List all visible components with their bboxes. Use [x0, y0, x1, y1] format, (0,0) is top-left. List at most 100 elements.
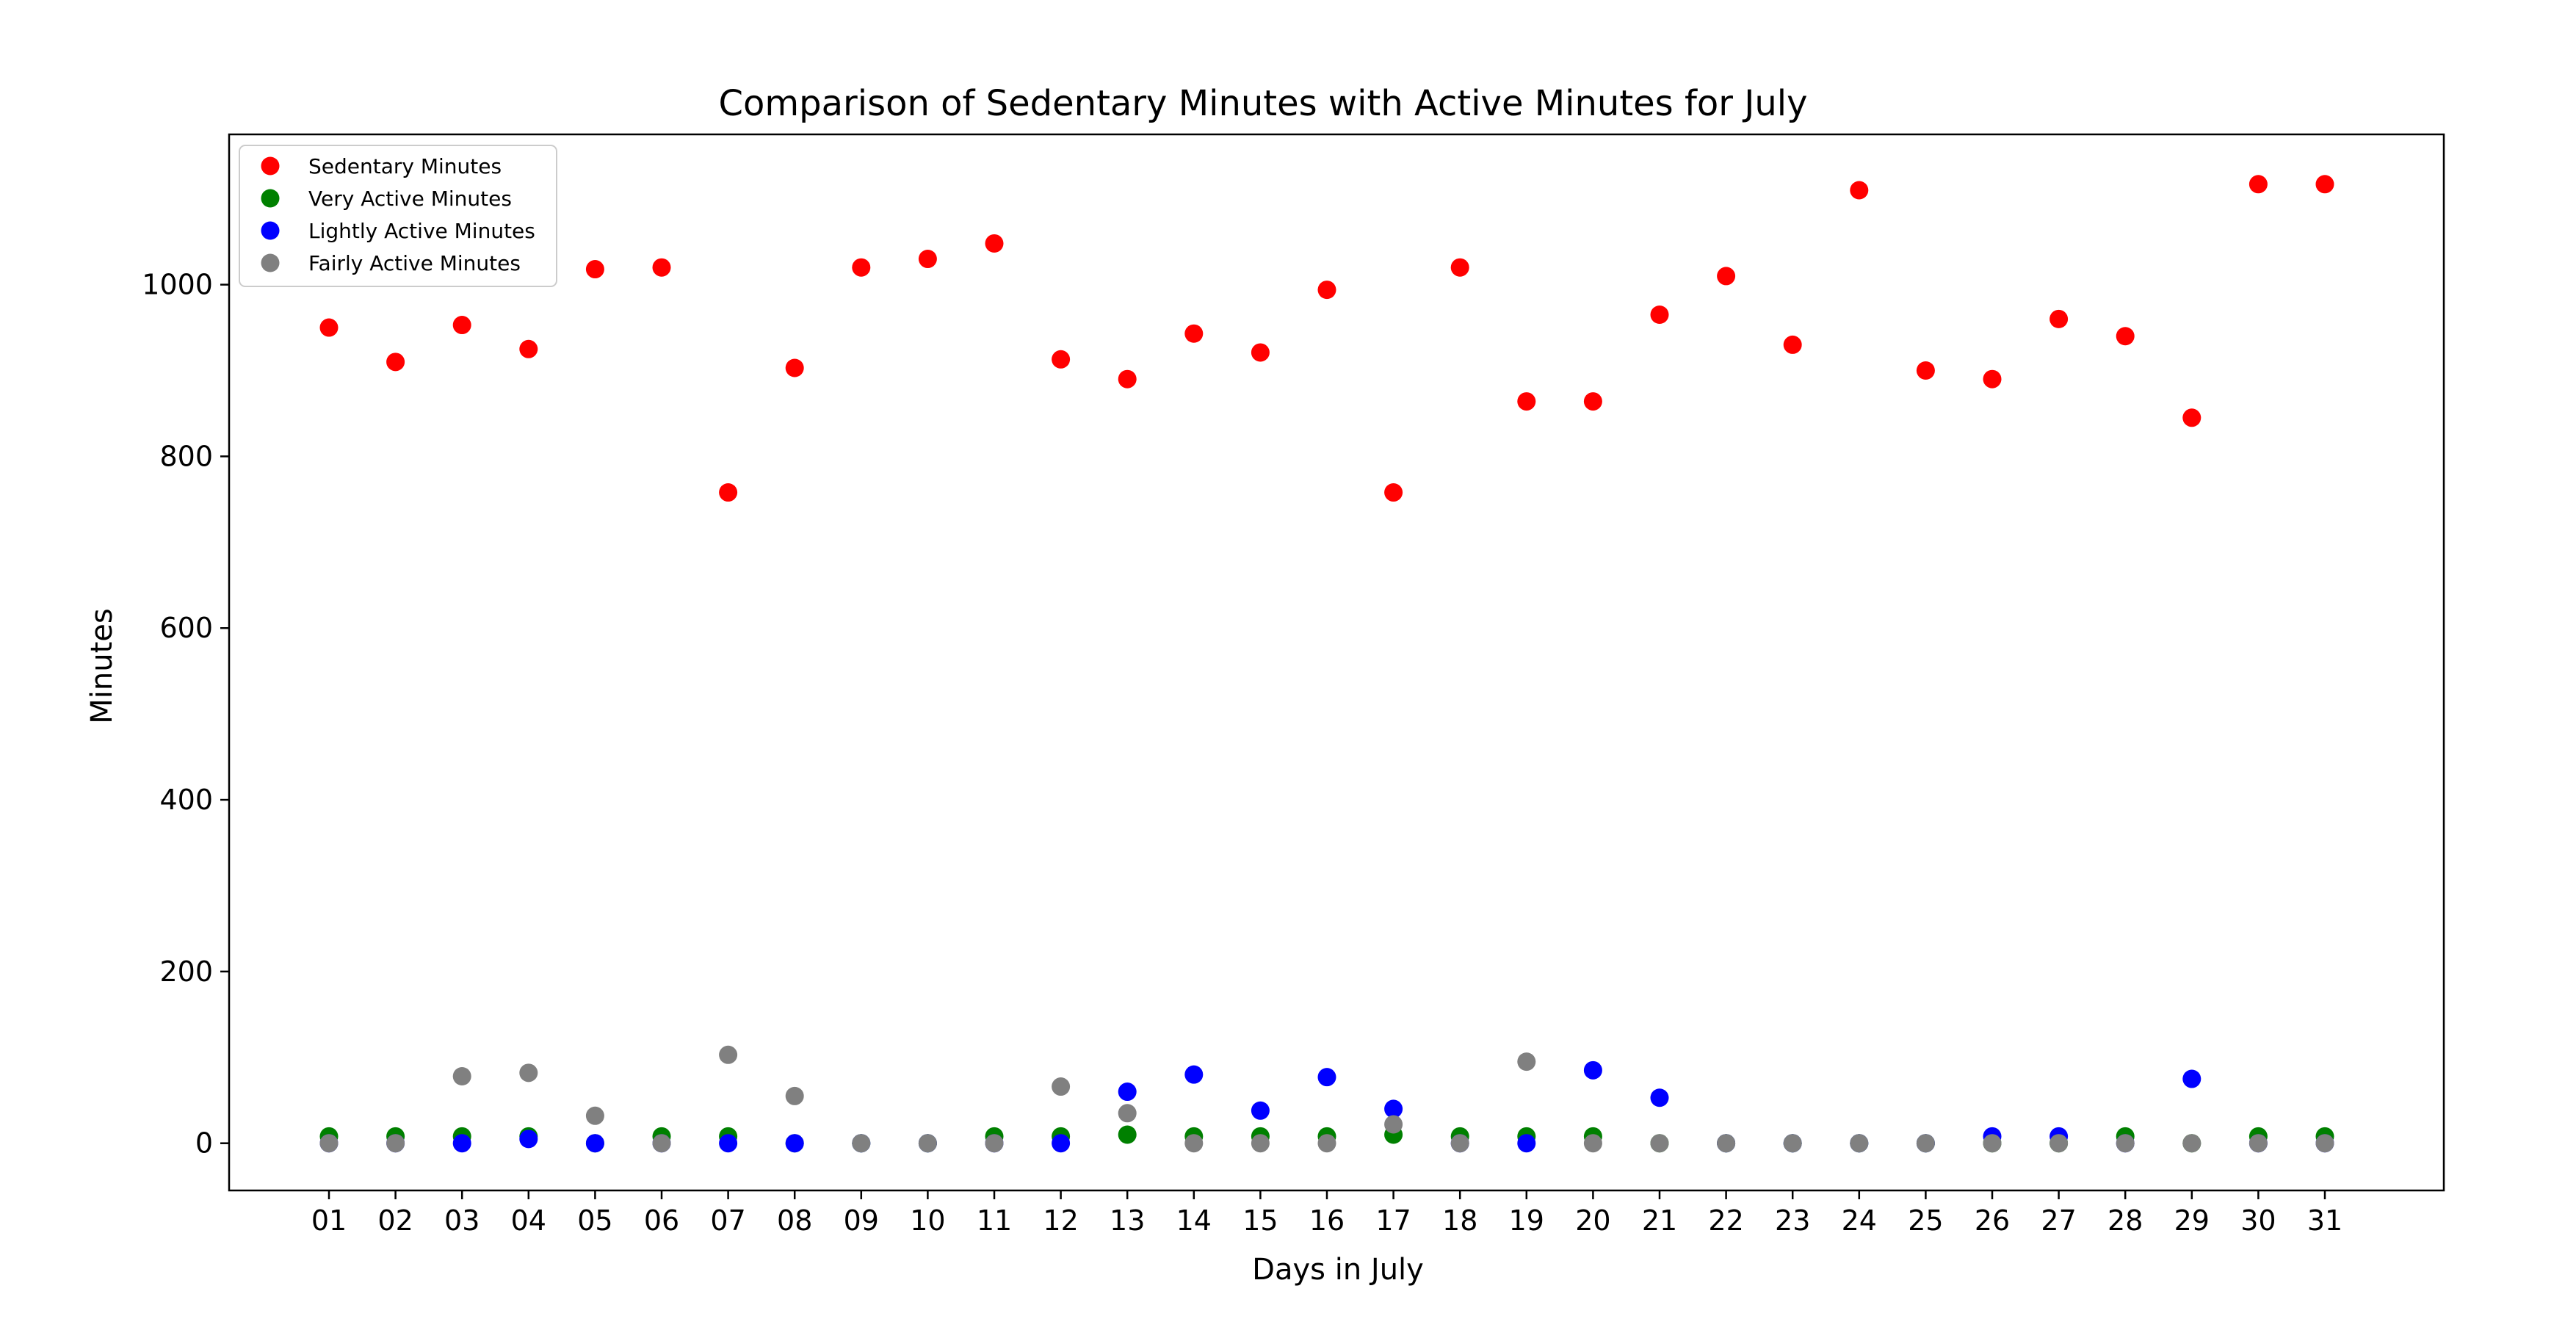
data-point-sedentary-minutes [1251, 343, 1270, 362]
data-point-sedentary-minutes [452, 316, 471, 335]
data-point-lightly-active-minutes [1384, 1099, 1403, 1118]
data-point-lightly-active-minutes [585, 1134, 604, 1153]
x-tick-label: 06 [644, 1204, 679, 1237]
data-point-fairly-active-minutes [585, 1106, 604, 1125]
data-point-lightly-active-minutes [519, 1130, 538, 1149]
legend-marker [261, 221, 280, 240]
data-point-fairly-active-minutes [519, 1063, 538, 1083]
x-tick-label: 07 [710, 1204, 745, 1237]
x-tick-label: 21 [1642, 1204, 1677, 1237]
data-point-sedentary-minutes [1118, 369, 1137, 388]
data-point-lightly-active-minutes [1251, 1101, 1270, 1120]
data-point-fairly-active-minutes [1850, 1134, 1869, 1153]
data-point-lightly-active-minutes [785, 1134, 804, 1153]
data-point-fairly-active-minutes [1783, 1134, 1802, 1153]
data-point-sedentary-minutes [1717, 267, 1736, 286]
x-tick-label: 01 [311, 1204, 347, 1237]
x-tick-label: 24 [1842, 1204, 1877, 1237]
data-point-sedentary-minutes [585, 260, 604, 279]
x-axis-label: Days in July [1252, 1253, 1424, 1287]
series-sedentary-minutes [319, 175, 2334, 502]
data-point-sedentary-minutes [1052, 350, 1071, 369]
data-point-sedentary-minutes [985, 234, 1004, 253]
x-tick-label: 16 [1309, 1204, 1345, 1237]
y-tick-label: 600 [159, 612, 213, 644]
x-tick-label: 04 [511, 1204, 546, 1237]
data-point-fairly-active-minutes [1052, 1077, 1071, 1096]
data-point-sedentary-minutes [1850, 181, 1869, 200]
y-tick-label: 0 [195, 1127, 213, 1160]
legend-label: Fairly Active Minutes [308, 251, 521, 275]
x-tick-label: 12 [1043, 1204, 1078, 1237]
x-tick-label: 03 [444, 1204, 480, 1237]
data-point-fairly-active-minutes [1583, 1134, 1602, 1153]
data-point-fairly-active-minutes [319, 1134, 339, 1153]
y-axis-label: Minutes [85, 608, 119, 723]
data-point-fairly-active-minutes [1916, 1134, 1935, 1153]
x-tick-label: 25 [1908, 1204, 1943, 1237]
x-tick-label: 22 [1708, 1204, 1743, 1237]
x-tick-label: 02 [377, 1204, 413, 1237]
data-point-fairly-active-minutes [1184, 1134, 1204, 1153]
data-point-lightly-active-minutes [719, 1134, 738, 1153]
data-point-sedentary-minutes [1384, 483, 1403, 502]
y-tick-label: 1000 [142, 269, 213, 301]
legend-box [239, 145, 557, 287]
x-tick-label: 31 [2307, 1204, 2342, 1237]
data-point-fairly-active-minutes [1517, 1052, 1536, 1071]
data-point-sedentary-minutes [1650, 306, 1669, 325]
data-point-sedentary-minutes [785, 358, 804, 377]
x-tick-label: 09 [844, 1204, 879, 1237]
y-tick-label: 800 [159, 440, 213, 472]
y-axis: 0 200 400 600 800 1000 [142, 269, 229, 1160]
data-point-fairly-active-minutes [2315, 1134, 2334, 1153]
data-point-fairly-active-minutes [1717, 1134, 1736, 1153]
x-tick-label: 08 [777, 1204, 812, 1237]
x-tick-label: 23 [1775, 1204, 1810, 1237]
data-point-fairly-active-minutes [2248, 1134, 2268, 1153]
x-tick-label: 27 [2041, 1204, 2076, 1237]
data-point-sedentary-minutes [1517, 392, 1536, 411]
data-point-fairly-active-minutes [652, 1134, 671, 1153]
legend-marker [261, 156, 280, 176]
data-point-sedentary-minutes [1983, 369, 2002, 388]
data-point-sedentary-minutes [2116, 327, 2135, 346]
data-point-fairly-active-minutes [1251, 1134, 1270, 1153]
x-tick-label: 26 [1975, 1204, 2010, 1237]
data-point-lightly-active-minutes [1583, 1060, 1602, 1080]
plot-area [228, 133, 2445, 1192]
data-point-lightly-active-minutes [1052, 1134, 1071, 1153]
data-point-fairly-active-minutes [985, 1134, 1004, 1153]
data-point-fairly-active-minutes [1118, 1104, 1137, 1123]
data-point-fairly-active-minutes [386, 1134, 405, 1153]
x-tick-label: 20 [1575, 1204, 1610, 1237]
data-point-sedentary-minutes [652, 258, 671, 277]
data-point-sedentary-minutes [319, 318, 339, 337]
data-point-lightly-active-minutes [1317, 1068, 1336, 1087]
x-tick-label: 28 [2108, 1204, 2143, 1237]
x-tick-label: 19 [1509, 1204, 1544, 1237]
x-tick-label: 13 [1110, 1204, 1145, 1237]
data-points [319, 175, 2334, 1153]
data-point-fairly-active-minutes [719, 1045, 738, 1064]
data-point-sedentary-minutes [519, 339, 538, 358]
y-tick-label: 400 [159, 784, 213, 816]
data-point-sedentary-minutes [2049, 309, 2069, 328]
data-point-sedentary-minutes [2315, 175, 2334, 194]
x-tick-label: 11 [977, 1204, 1012, 1237]
series-fairly-active-minutes [319, 1045, 2334, 1153]
data-point-very-active-minutes [1118, 1125, 1137, 1144]
x-tick-label: 17 [1375, 1204, 1411, 1237]
chart-title: Comparison of Sedentary Minutes with Act… [718, 83, 1807, 124]
data-point-sedentary-minutes [1916, 361, 1935, 380]
legend-label: Very Active Minutes [308, 187, 512, 211]
data-point-sedentary-minutes [386, 353, 405, 372]
data-point-fairly-active-minutes [1450, 1134, 1469, 1153]
data-point-fairly-active-minutes [2049, 1134, 2069, 1153]
data-point-lightly-active-minutes [1517, 1134, 1536, 1153]
x-tick-label: 10 [910, 1204, 945, 1237]
data-point-sedentary-minutes [918, 250, 937, 269]
data-point-sedentary-minutes [852, 258, 871, 277]
x-tick-label: 29 [2174, 1204, 2210, 1237]
data-point-fairly-active-minutes [1650, 1134, 1669, 1153]
